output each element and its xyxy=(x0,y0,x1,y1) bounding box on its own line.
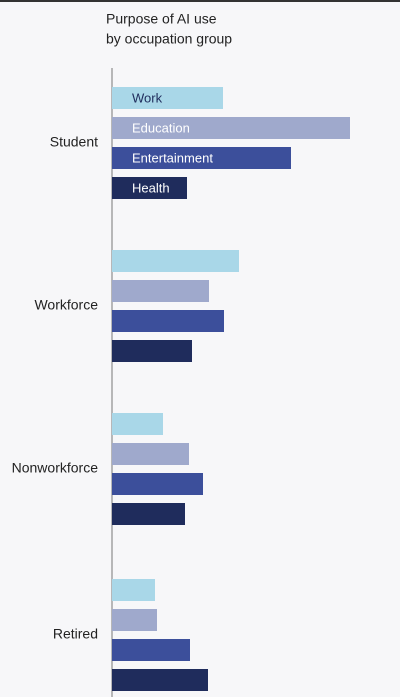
bar xyxy=(112,669,208,691)
bar xyxy=(112,177,187,199)
legend-label: Entertainment xyxy=(132,150,213,165)
legend-label: Work xyxy=(132,90,163,105)
bar xyxy=(112,250,239,272)
bar xyxy=(112,609,157,631)
category-label: Workforce xyxy=(34,297,98,313)
bar xyxy=(112,639,190,661)
bar xyxy=(112,310,224,332)
category-label: Retired xyxy=(53,626,98,642)
bar xyxy=(112,503,185,525)
bar xyxy=(112,147,291,169)
bar xyxy=(112,473,203,495)
chart-subtitle: by occupation group xyxy=(106,31,232,47)
bar xyxy=(112,579,155,601)
legend-label: Education xyxy=(132,120,190,135)
category-label: Nonworkforce xyxy=(12,460,99,476)
legend-label: Health xyxy=(132,180,170,195)
bar xyxy=(112,87,223,109)
chart-title: Purpose of AI use xyxy=(106,11,217,27)
category-label: Student xyxy=(50,134,98,150)
bar xyxy=(112,443,189,465)
bar xyxy=(112,413,163,435)
bar xyxy=(112,340,192,362)
bar xyxy=(112,280,209,302)
bar xyxy=(112,117,350,139)
